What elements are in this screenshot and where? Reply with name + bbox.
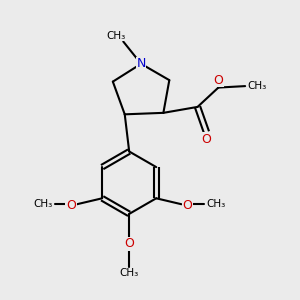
Text: O: O [124,237,134,250]
Text: O: O [182,199,192,212]
Text: O: O [202,133,212,146]
Text: CH₃: CH₃ [106,31,125,40]
Text: CH₃: CH₃ [120,268,139,278]
Text: CH₃: CH₃ [206,199,225,209]
Text: O: O [213,74,223,87]
Text: CH₃: CH₃ [248,81,267,91]
Text: O: O [66,199,76,212]
Text: CH₃: CH₃ [33,199,52,209]
Text: N: N [136,57,146,70]
